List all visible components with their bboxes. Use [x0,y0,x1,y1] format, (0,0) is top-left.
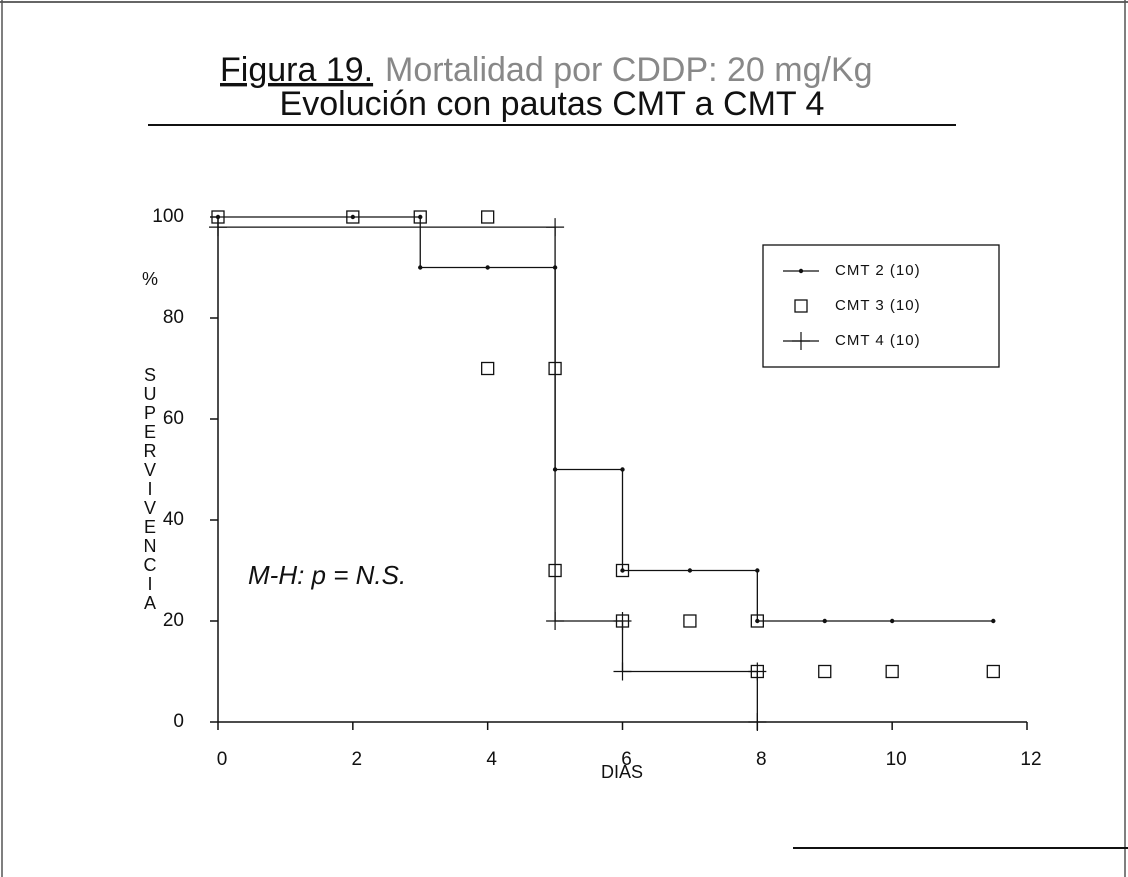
x-tick-label: 4 [486,749,497,770]
data-point [346,210,360,224]
data-point [481,361,495,376]
data-point [418,214,423,220]
data-point [748,662,767,681]
legend-label: CMT 4 (10) [835,332,921,349]
annotation: M-H: p = N.S. [248,560,406,590]
x-tick-label: 2 [352,749,363,770]
data-point [485,265,490,270]
data-point [418,265,423,270]
data-point [620,568,625,573]
data-point [215,214,221,220]
data-point [546,218,565,237]
y-axis-label-symbol: % [142,269,158,289]
legend-label: CMT 3 (10) [835,297,921,314]
data-point [613,662,632,681]
data-point [986,664,1000,679]
data-point [750,614,764,628]
data-point [991,618,996,624]
data-point [613,612,632,630]
chart-title: Figura 19. [220,51,373,89]
data-point [885,664,899,679]
data-point [615,563,630,578]
data-point [755,618,760,624]
data-point [748,713,767,731]
legend-marker [798,268,804,274]
data-point [889,618,895,624]
data-point [350,214,356,220]
x-tick-label: 0 [217,749,228,770]
x-tick-label: 12 [1020,749,1041,770]
data-point [822,618,827,624]
legend-marker [792,332,810,350]
y-tick-label: 80 [163,307,184,328]
data-point [818,664,832,679]
y-tick-label: 100 [152,206,184,227]
data-point [683,614,697,628]
x-tick-label: 10 [886,749,907,770]
data-point [620,467,625,472]
x-axis-label: DIAS [601,762,643,782]
data-point [209,218,227,237]
x-tick-label: 8 [756,749,767,770]
data-point [687,568,693,573]
chart-subtitle-2: Evolución con pautas CMT a CMT 4 [280,85,825,123]
y-tick-label: 40 [163,509,184,530]
chart-subtitle: Mortalidad por CDDP: 20 mg/Kg [385,51,873,89]
data-point [481,210,495,224]
data-point [413,210,427,224]
y-tick-label: 0 [173,711,184,732]
y-axis-label: SUPERVIVENCIA [140,365,160,612]
data-point [755,568,760,573]
data-point [546,612,565,630]
legend-box [762,244,1000,368]
y-tick-label: 60 [163,408,184,429]
legend-label: CMT 2 (10) [835,262,921,279]
legend-marker [794,299,808,313]
x-tick-label: 6 [621,749,632,770]
y-tick-label: 20 [163,610,184,631]
